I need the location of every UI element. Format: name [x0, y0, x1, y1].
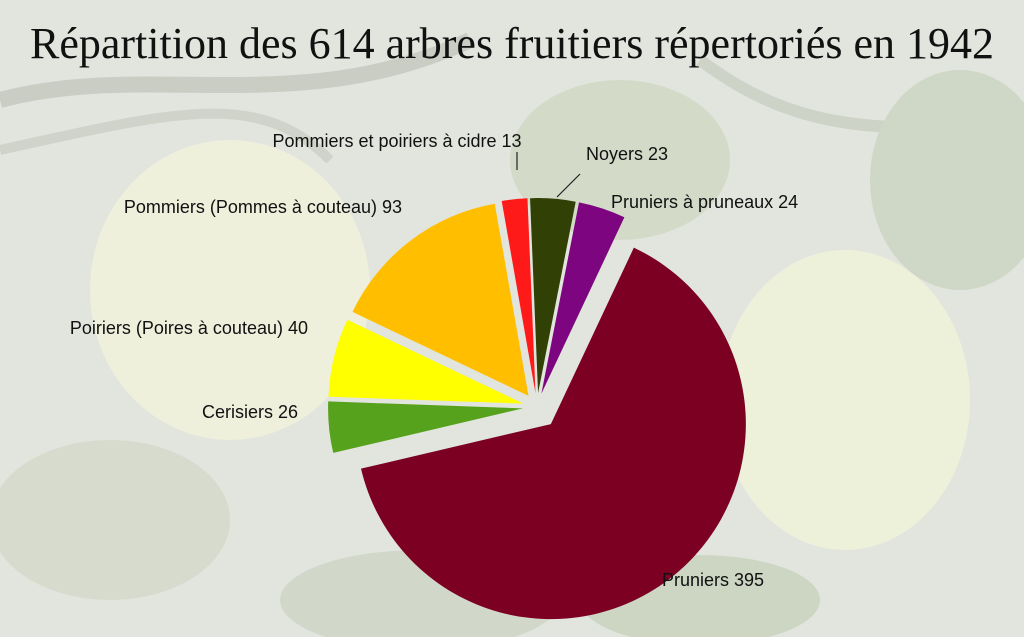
pie-slice	[328, 319, 524, 404]
pie-slice	[501, 198, 536, 394]
slice-label: Noyers 23	[586, 144, 668, 164]
pie-slice	[361, 247, 746, 620]
label-leader-line	[556, 173, 581, 198]
chart-title: Répartition des 614 arbres fruitiers rép…	[29, 19, 995, 68]
pie-slice	[541, 202, 625, 394]
pie-slice	[530, 198, 576, 394]
slice-label: Cerisiers 26	[202, 402, 298, 422]
slice-label: Poiriers (Poires à couteau) 40	[70, 318, 308, 338]
slice-label: Pommiers (Pommes à couteau) 93	[124, 197, 402, 217]
pie-slice	[328, 401, 524, 453]
slice-label: Pruniers à pruneaux 24	[611, 192, 798, 212]
slice-label: Pommiers et poiriers à cidre 13	[272, 131, 521, 151]
slice-label: Pruniers 395	[662, 570, 764, 590]
pie-slice	[352, 203, 529, 396]
